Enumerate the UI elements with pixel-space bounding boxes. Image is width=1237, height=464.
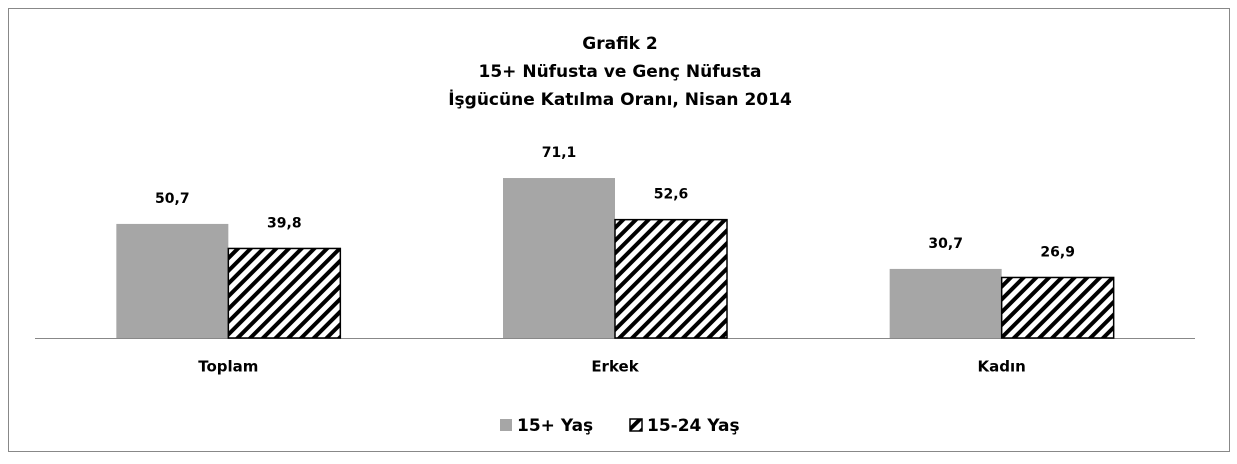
x-tick-label: Kadın: [978, 358, 1026, 376]
chart-subtitle: İşgücüne Katılma Oranı, Nisan 2014: [448, 88, 792, 110]
chart-subtitle: 15+ Nüfusta ve Genç Nüfusta: [479, 62, 762, 82]
bar: [227, 247, 342, 339]
chart-title: Grafik 2: [582, 34, 657, 54]
bar: [1000, 276, 1115, 339]
data-label: 30,7: [928, 236, 963, 252]
bar: [614, 218, 728, 339]
legend-label: 15+ Yaş: [517, 416, 593, 436]
legend-label: 15-24 Yaş: [647, 416, 740, 436]
x-tick-label: Erkek: [591, 358, 639, 376]
data-label: 52,6: [654, 187, 689, 203]
bar: [116, 223, 229, 338]
data-label: 50,7: [155, 191, 190, 207]
data-label: 26,9: [1040, 244, 1075, 260]
data-label: 71,1: [542, 145, 577, 161]
legend-swatch: [629, 418, 643, 432]
bar: [503, 178, 615, 338]
x-tick-label: Toplam: [198, 358, 258, 376]
bar: [889, 268, 1002, 338]
legend-swatch: [500, 419, 512, 431]
data-label: 39,8: [267, 215, 302, 231]
